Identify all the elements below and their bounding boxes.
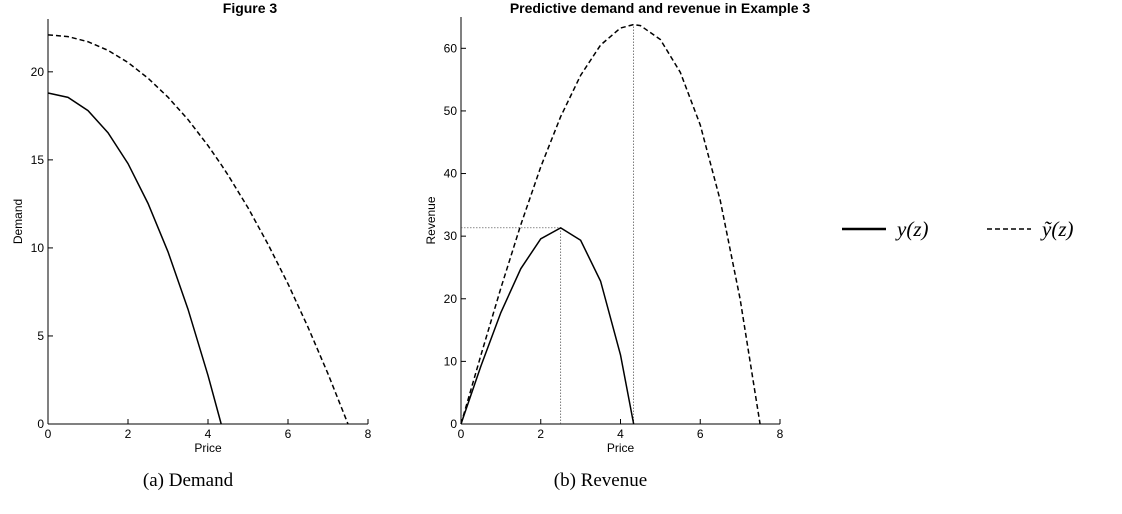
y-tick-label: 5: [37, 329, 44, 343]
y-axis-label: Demand: [11, 199, 25, 244]
y-tick-label: 30: [444, 229, 458, 243]
y-tick-label: 50: [444, 104, 458, 118]
x-tick-label: 2: [125, 427, 132, 441]
x-tick-label: 0: [45, 427, 52, 441]
figure-title: Predictive demand and revenue in Example…: [510, 0, 811, 16]
x-tick-label: 4: [617, 427, 624, 441]
line-series: [47, 92, 222, 425]
y-axis-label: Revenue: [424, 196, 438, 244]
x-tick-label: 6: [285, 427, 292, 441]
y-tick-label: 15: [31, 153, 45, 167]
y-tick-label: 20: [31, 65, 45, 79]
y-tick-label: 10: [444, 354, 458, 368]
x-axis-label: Price: [194, 441, 222, 455]
y-tick-label: 40: [444, 167, 458, 181]
caption: (a) Demand: [143, 470, 234, 491]
x-tick-label: 8: [365, 427, 372, 441]
x-tick-label: 4: [205, 427, 212, 441]
caption: (b) Revenue: [554, 470, 647, 491]
y-tick-label: 60: [444, 41, 458, 55]
y-tick-label: 0: [37, 417, 44, 431]
y-tick-label: 0: [450, 417, 457, 431]
x-tick-label: 0: [458, 427, 465, 441]
y-tick-label: 20: [444, 292, 458, 306]
line-series: [47, 34, 349, 425]
legend-label: ỹ(z): [1040, 217, 1073, 241]
x-tick-label: 2: [537, 427, 544, 441]
x-axis-label: Price: [607, 441, 635, 455]
legend-label: y(z): [895, 217, 928, 241]
x-tick-label: 6: [697, 427, 704, 441]
figure-label: Figure 3: [223, 0, 278, 16]
y-tick-label: 10: [31, 241, 45, 255]
line-series: [460, 226, 635, 425]
line-series: [460, 23, 761, 425]
x-tick-label: 8: [777, 427, 784, 441]
